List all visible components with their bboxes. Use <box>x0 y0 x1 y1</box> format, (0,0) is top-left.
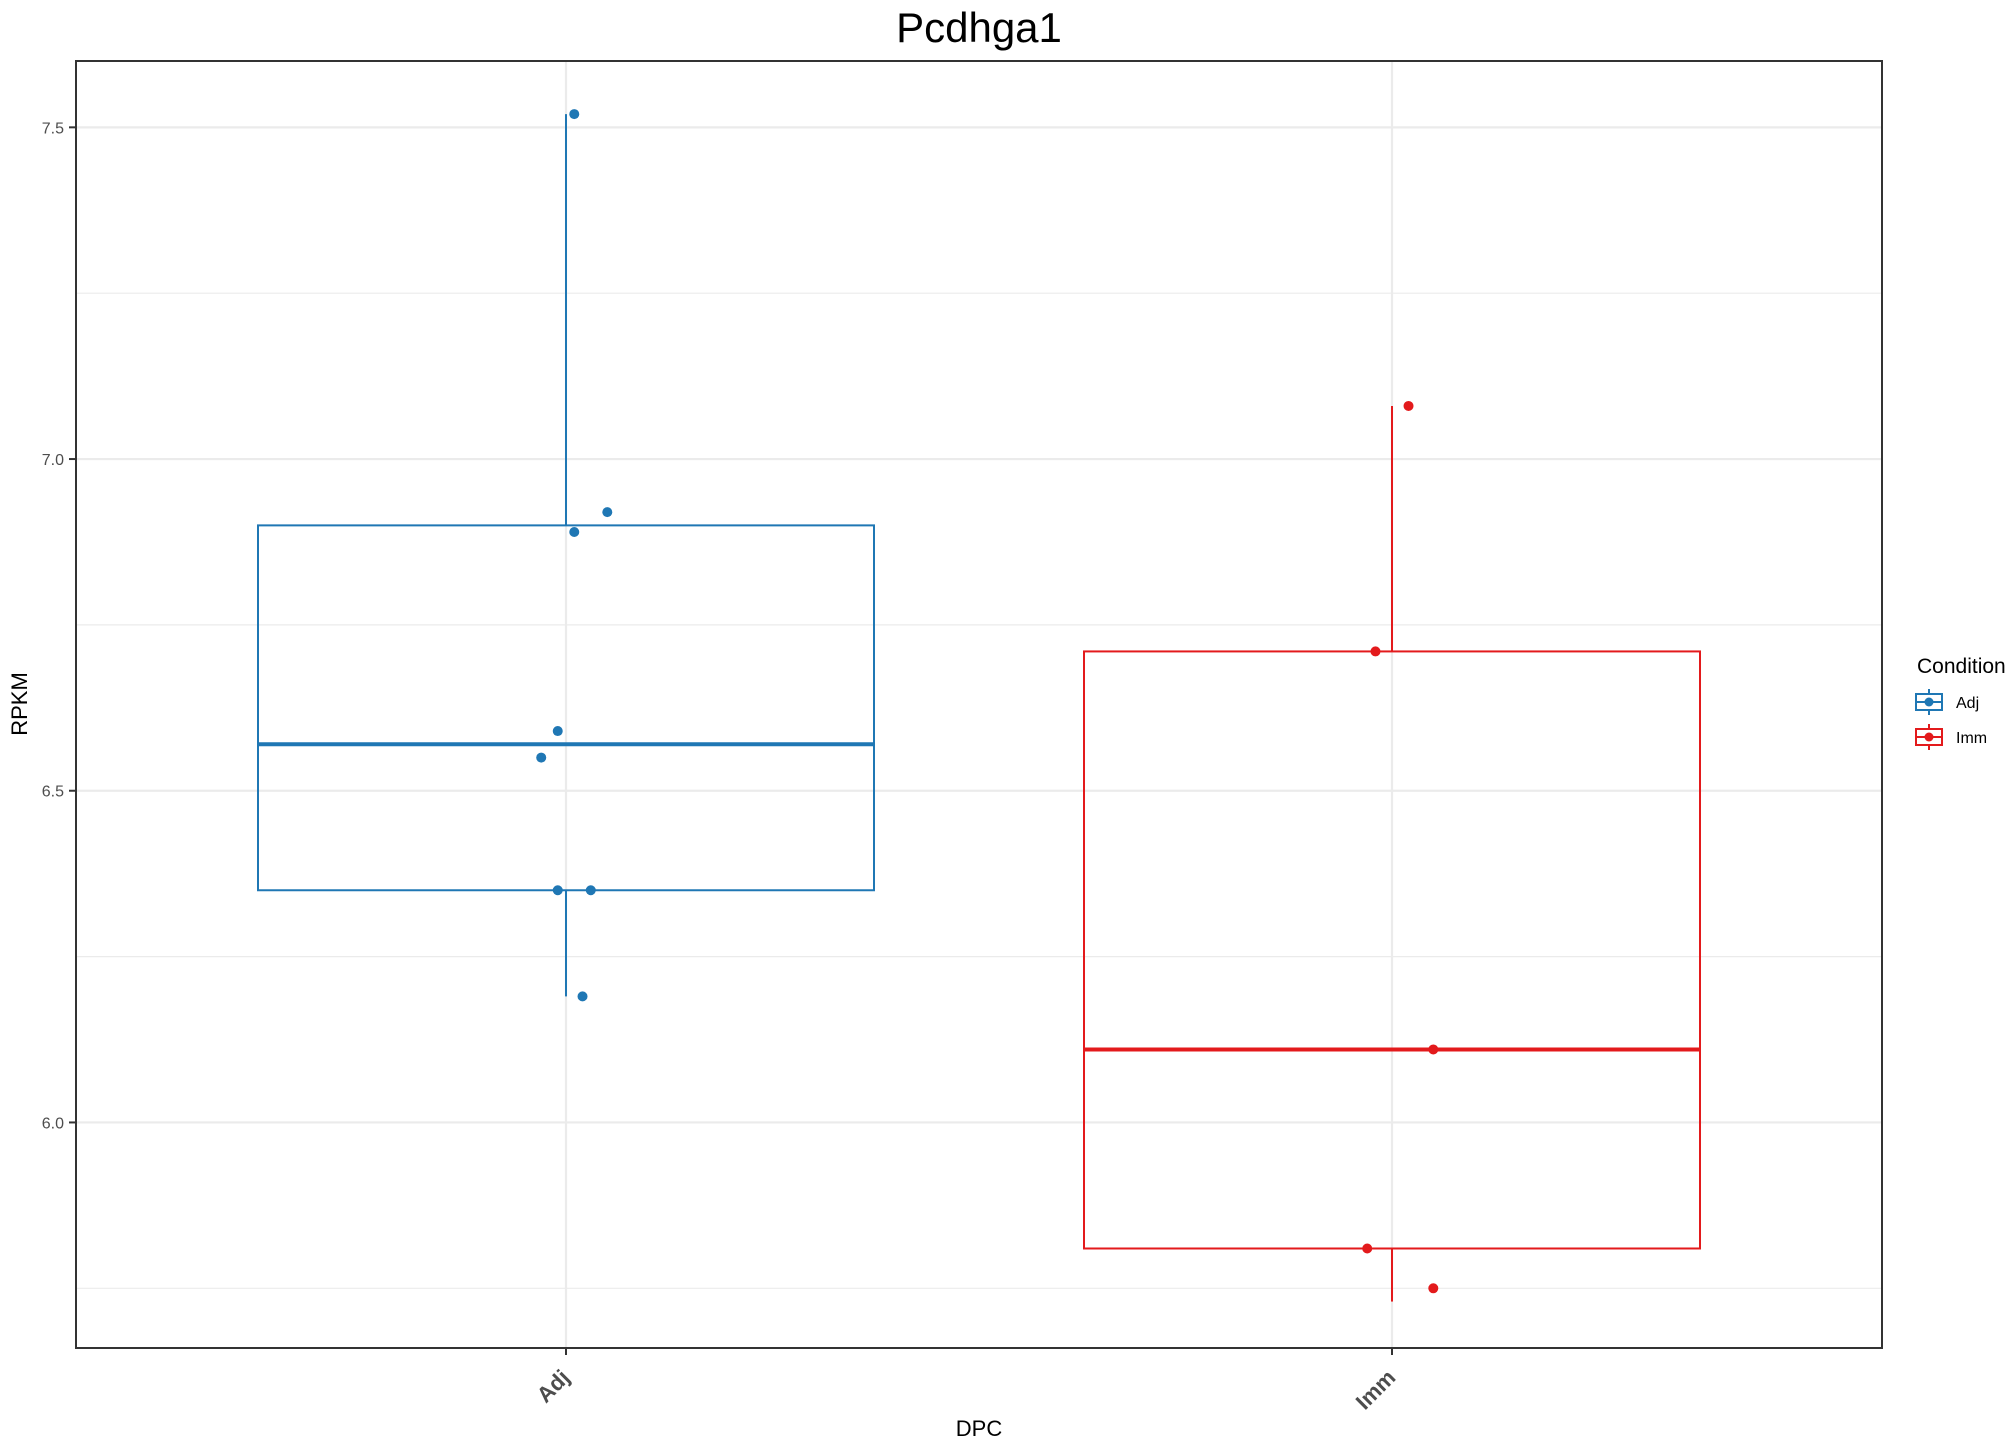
box-adj <box>257 114 875 997</box>
x-tick-label: Adj <box>532 1365 575 1408</box>
data-point <box>1403 400 1414 411</box>
legend-key-imm <box>1915 724 1943 750</box>
box-iqr <box>1083 650 1701 1250</box>
legend: Condition Adj Imm <box>1915 655 2006 750</box>
data-point <box>602 507 613 518</box>
point-layer <box>536 109 1439 1294</box>
y-tick-label: 7.5 <box>42 120 64 137</box>
data-point <box>552 885 563 896</box>
x-axis-title: DPC <box>956 1416 1003 1440</box>
axis-layer: 6.0 6.5 7.0 7.5 Adj Imm <box>42 120 1401 1414</box>
data-point <box>552 726 563 737</box>
y-tick-label: 6.5 <box>42 784 64 801</box>
legend-key-adj <box>1915 689 1943 715</box>
y-tick-label: 7.0 <box>42 452 64 469</box>
data-point <box>1362 1243 1373 1254</box>
legend-title: Condition <box>1917 655 2006 678</box>
data-point <box>569 109 580 120</box>
legend-label: Imm <box>1956 730 1987 747</box>
panel-border <box>75 60 1883 1349</box>
legend-label: Adj <box>1956 695 1979 712</box>
box-iqr <box>257 524 875 892</box>
x-tick-label: Imm <box>1351 1365 1401 1415</box>
box-imm <box>1083 405 1701 1302</box>
y-tick-label: 6.0 <box>42 1115 64 1132</box>
box-layer <box>257 114 1701 1302</box>
data-point <box>1428 1283 1439 1294</box>
grid-layer <box>76 61 1882 1348</box>
y-axis-title: RPKM <box>7 672 32 736</box>
data-point <box>585 885 596 896</box>
data-point <box>1428 1044 1439 1055</box>
chart-title: Pcdhga1 <box>896 4 1062 51</box>
legend-point <box>1924 697 1934 707</box>
data-point <box>577 991 588 1002</box>
legend-point <box>1924 732 1934 742</box>
data-point <box>569 527 580 538</box>
data-point <box>1370 646 1381 657</box>
data-point <box>536 752 547 763</box>
